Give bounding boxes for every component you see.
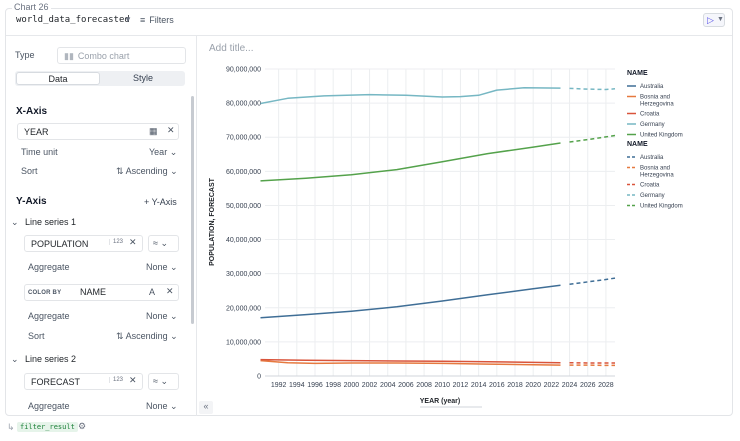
chevron-down-icon: ⌄ — [169, 147, 178, 157]
series2-chart-type[interactable]: ≈ ⌄ — [148, 373, 179, 390]
chevron-down-icon: ⌄ — [170, 401, 178, 411]
series1-aggregate2-value: None — [146, 311, 168, 321]
play-icon: ▷ — [707, 15, 714, 25]
close-icon[interactable]: ✕ — [129, 237, 137, 247]
combo-chart-icon: ▮▮ — [64, 51, 74, 61]
dataset-selector[interactable]: world_data_forecasted — [16, 15, 130, 25]
chart-title-input[interactable]: Add title... — [209, 43, 254, 54]
toolbar-divider — [6, 35, 732, 36]
chevron-down-icon[interactable]: ▼ — [124, 15, 132, 24]
line-chart-icon: ≈ — [153, 238, 158, 248]
series1-sort-value: Ascending — [125, 331, 168, 341]
panel-tabs: Data Style — [15, 71, 185, 86]
color-by-field[interactable] — [24, 284, 179, 301]
x-axis-heading: X-Axis — [16, 106, 48, 117]
chevron-down-icon: ⌄ — [170, 311, 178, 321]
filters-button[interactable]: ≡ Filters — [140, 15, 174, 25]
series1-aggregate-label: Aggregate — [28, 262, 70, 272]
series1-title: Line series 1 — [25, 217, 77, 227]
series1-aggregate2-label: Aggregate — [28, 311, 70, 321]
series2-field[interactable]: FORECAST — [24, 373, 143, 390]
x-axis-field[interactable]: YEAR — [17, 123, 179, 140]
time-unit-value: Year — [149, 147, 168, 157]
series1-chart-type[interactable]: ≈ ⌄ — [148, 235, 179, 252]
series1-aggregate-value: None — [146, 262, 168, 272]
filters-label: Filters — [149, 15, 174, 25]
run-button[interactable]: ▷ ▼ — [703, 13, 725, 27]
time-unit-select[interactable]: Year ⌄ — [149, 147, 177, 158]
chevron-down-icon[interactable]: ⌄ — [11, 217, 19, 227]
color-by-value: NAME — [80, 287, 107, 297]
series1-sort-label: Sort — [28, 331, 45, 341]
x-axis-field-value: YEAR — [24, 127, 49, 137]
series1-field[interactable]: POPULATION — [24, 235, 143, 252]
series2-title: Line series 2 — [25, 354, 77, 364]
sort-label: Sort — [21, 166, 38, 176]
chart-name-label: Chart 26 — [12, 2, 51, 12]
gear-icon[interactable]: ⚙ — [78, 421, 87, 431]
sort-ascending-icon: ⇅ — [116, 331, 124, 341]
panel-scrollbar[interactable] — [191, 96, 194, 324]
result-variable[interactable]: filter_result — [17, 422, 78, 432]
series1-field-value: POPULATION — [31, 239, 89, 249]
tab-style[interactable]: Style — [132, 73, 153, 83]
chart-toolbar: world_data_forecasted ▼ ≡ Filters ▷ ▼ — [6, 11, 732, 33]
x-sort-value: Ascending — [125, 166, 168, 176]
x-sort-select[interactable]: ⇅ Ascending ⌄ — [116, 166, 178, 177]
config-panel: Type ▮▮ Combo chart Data Style X-Axis YEA… — [6, 36, 196, 416]
chevron-down-icon[interactable]: ⌄ — [11, 354, 19, 364]
series2-aggregate-value: None — [146, 401, 168, 411]
chart-cell-frame — [5, 8, 733, 416]
line-chart-icon: ≈ — [153, 376, 158, 386]
series2-aggregate-label: Aggregate — [28, 401, 70, 411]
type-label: Type — [15, 50, 35, 60]
chevron-down-icon: ⌄ — [160, 238, 169, 248]
numeric-type-badge: 123 — [109, 377, 123, 383]
close-icon[interactable]: ✕ — [166, 286, 174, 296]
collapse-panel-button[interactable]: « — [199, 401, 213, 414]
sort-ascending-icon: ⇅ — [116, 166, 124, 176]
series2-field-value: FORECAST — [31, 377, 81, 387]
numeric-type-badge: 123 — [109, 239, 123, 245]
chart-type-select[interactable]: ▮▮ Combo chart — [57, 47, 186, 64]
chart-type-value: Combo chart — [77, 51, 130, 61]
text-type-icon: A — [149, 287, 156, 297]
chevron-down-icon: ⌄ — [160, 376, 169, 386]
series1-aggregate-select[interactable]: None ⌄ — [146, 262, 178, 273]
plus-icon: + — [144, 197, 150, 207]
color-by-tag: COLOR BY — [28, 290, 62, 296]
time-unit-label: Time unit — [21, 147, 58, 157]
chevron-down-icon: ▼ — [717, 16, 724, 23]
series1-aggregate2-select[interactable]: None ⌄ — [146, 311, 178, 322]
series1-sort-select[interactable]: ⇅ Ascending ⌄ — [116, 331, 178, 342]
return-arrow-icon: ↳ — [7, 422, 15, 432]
tab-data[interactable]: Data — [16, 72, 100, 85]
chevron-down-icon: ⌄ — [170, 166, 178, 176]
add-y-axis-button[interactable]: + Y-Axis — [144, 197, 177, 207]
y-axis-heading: Y-Axis — [16, 196, 47, 207]
chevron-down-icon: ⌄ — [170, 262, 178, 272]
calendar-icon[interactable]: ▦ — [149, 126, 158, 136]
series2-aggregate-select[interactable]: None ⌄ — [146, 401, 178, 412]
close-icon[interactable]: ✕ — [167, 125, 175, 135]
close-icon[interactable]: ✕ — [129, 375, 137, 385]
filter-icon: ≡ — [140, 15, 146, 25]
panel-divider — [196, 36, 197, 416]
chevron-down-icon: ⌄ — [170, 331, 178, 341]
add-y-axis-label: Y-Axis — [151, 197, 177, 207]
